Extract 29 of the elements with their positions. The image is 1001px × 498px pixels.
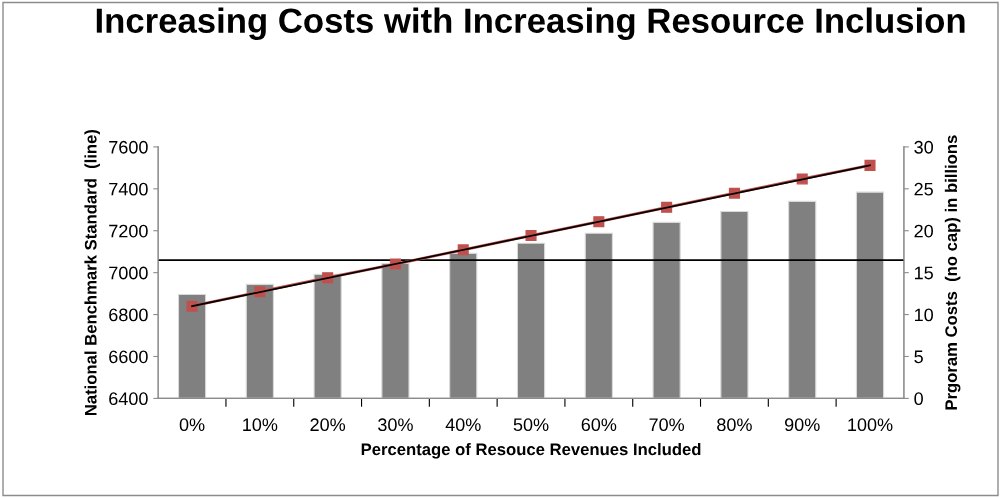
y-tick-label: 6800	[109, 308, 148, 322]
y2-tick-label: 25	[914, 182, 933, 196]
y2-tick-label: 20	[914, 224, 933, 238]
y-tick-label: 7600	[109, 140, 148, 154]
x-tick-label: 0%	[179, 418, 205, 432]
x-axis-title: Percentage of Resouce Revenues Included	[361, 443, 701, 459]
x-tick-label: 50%	[513, 418, 549, 432]
y2-axis-title: Prgoram Costs (no cap) in billions	[944, 135, 961, 410]
x-tick-label: 90%	[784, 418, 820, 432]
y2-tick-label: 15	[915, 266, 933, 280]
y-tick-label: 7400	[109, 182, 148, 196]
y2-tick-label: 5	[914, 350, 923, 364]
y-tick-label: 6600	[109, 350, 148, 364]
y-tick-label: 7200	[109, 224, 148, 238]
chart-title: Increasing Costs with Increasing Resource Inclusion	[96, 7, 965, 40]
x-tick-label: 20%	[310, 418, 346, 432]
x-tick-label: 30%	[378, 418, 413, 432]
y-tick-label: 7000	[109, 266, 148, 280]
x-tick-label: 80%	[717, 418, 752, 432]
x-tick-label: 40%	[445, 418, 481, 432]
x-tick-label: 70%	[649, 418, 685, 432]
y-tick-label: 6400	[109, 392, 148, 406]
x-tick-label: 60%	[581, 418, 617, 432]
y2-tick-label: 30	[914, 140, 933, 154]
y-axis-title: National Benchmark Standard (line)	[84, 129, 100, 416]
y2-tick-label: 0	[914, 392, 923, 406]
x-tick-label: 10%	[243, 418, 278, 432]
y2-tick-label: 10	[915, 308, 933, 322]
x-tick-label: 100%	[848, 418, 893, 432]
